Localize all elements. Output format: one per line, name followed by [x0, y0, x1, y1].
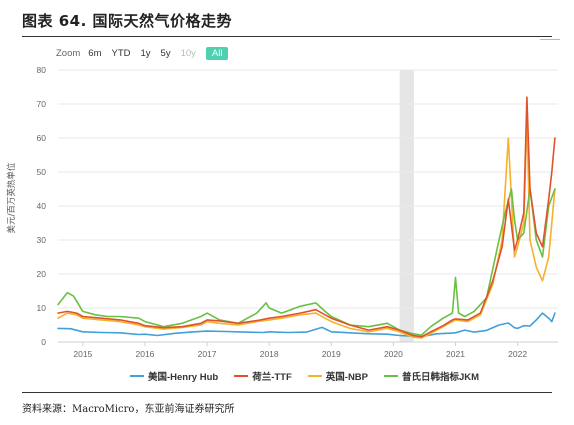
legend-swatch-nbp	[307, 375, 322, 377]
series-line-0	[57, 312, 556, 338]
y-tick-label: 80	[37, 65, 47, 75]
legend-swatch-henry-hub	[130, 375, 144, 377]
x-tick-label: 2022	[508, 349, 527, 359]
zoom-ytd-button[interactable]: YTD	[111, 47, 131, 59]
zoom-all-button[interactable]: All	[205, 46, 229, 60]
legend-swatch-jkm	[384, 375, 399, 377]
x-tick-label: 2019	[322, 349, 341, 359]
y-tick-layer: 0 10 20 30 40 50 60 70 80	[37, 65, 47, 347]
title-divider	[22, 36, 552, 37]
x-tick-label: 2020	[384, 349, 403, 359]
x-tick-label: 2015	[73, 349, 92, 359]
y-tick-label: 60	[37, 133, 47, 143]
y-tick-label: 0	[41, 337, 46, 347]
x-tick-label: 2017	[198, 349, 217, 359]
range-selector: Zoom 6m YTD 1y 5y 10y All	[56, 45, 238, 61]
x-tick-layer: 2015 2016 2017 2018 2019 2020 2021 2022	[73, 342, 527, 359]
y-tick-label: 20	[37, 269, 47, 279]
legend-label-ttf: 荷兰-TTF	[252, 372, 292, 383]
y-axis-label: 美元/百万英热单位	[6, 162, 17, 233]
x-tick-label: 2021	[446, 349, 465, 359]
legend-item-henry-hub[interactable]: 美国-Henry Hub	[130, 369, 218, 383]
series-line-3	[57, 188, 556, 337]
series-layer	[57, 96, 556, 339]
zoom-1y-button[interactable]: 1y	[140, 47, 151, 59]
zoom-10y-button[interactable]: 10y	[180, 47, 196, 59]
y-tick-label: 10	[37, 303, 47, 313]
grid-layer	[58, 69, 558, 343]
legend-label-henry-hub: 美国-Henry Hub	[148, 372, 219, 383]
y-tick-label: 30	[37, 235, 47, 245]
legend-item-ttf[interactable]: 荷兰-TTF	[234, 369, 292, 383]
accent-line	[540, 39, 560, 40]
x-tick-label: 2016	[135, 349, 154, 359]
series-line-1	[57, 96, 556, 338]
legend-label-jkm: 普氏日韩指标JKM	[402, 372, 480, 383]
legend: 美国-Henry Hub 荷兰-TTF 英国-NBP 普氏日韩指标JKM	[130, 369, 479, 383]
x-tick-label: 2018	[260, 349, 279, 359]
zoom-5y-button[interactable]: 5y	[160, 47, 171, 59]
y-tick-label: 50	[37, 167, 47, 177]
zoom-label: Zoom	[56, 47, 81, 59]
figure-title: 图表 64. 国际天然气价格走势	[22, 12, 233, 30]
series-line-2	[57, 120, 556, 339]
legend-item-jkm[interactable]: 普氏日韩指标JKM	[384, 369, 479, 383]
y-tick-label: 70	[37, 99, 47, 109]
legend-swatch-ttf	[234, 375, 249, 377]
zoom-6m-button[interactable]: 6m	[88, 47, 102, 59]
footer-divider	[22, 392, 552, 393]
y-tick-label: 40	[37, 201, 47, 211]
legend-item-nbp[interactable]: 英国-NBP	[307, 369, 369, 383]
legend-label-nbp: 英国-NBP	[325, 372, 369, 383]
source-note: 资料来源：MacroMicro，东亚前海证券研究所	[22, 404, 235, 415]
